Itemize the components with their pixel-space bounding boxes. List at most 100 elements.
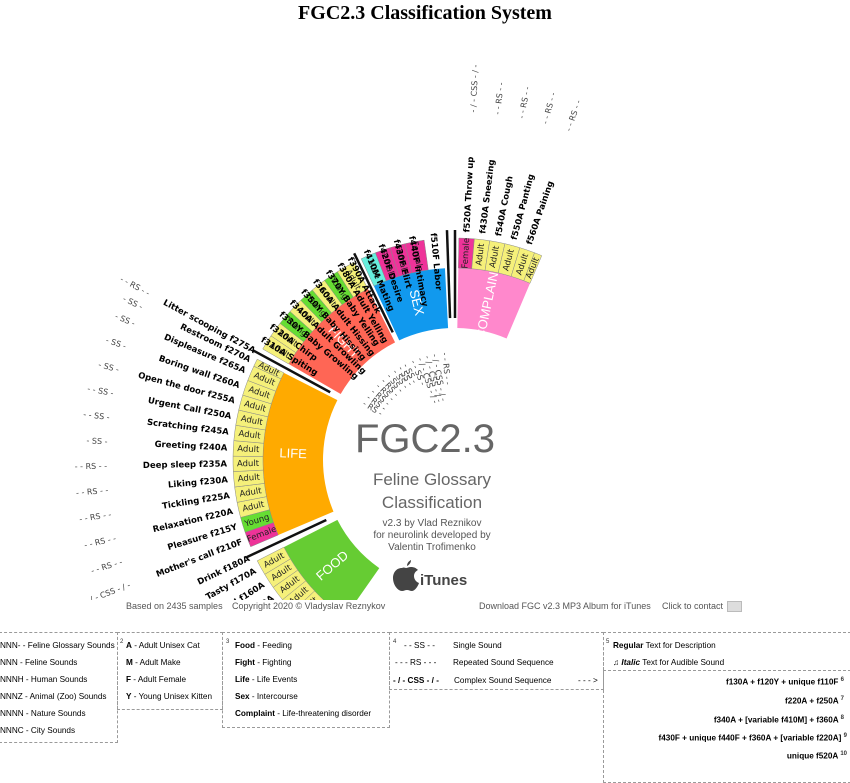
label-group-40: f560A Paining- - RS - - (525, 99, 583, 246)
legend-age-4: Y - Young Unisex Kitten (126, 692, 213, 701)
legend-age-2: M - Adult Make (126, 658, 181, 667)
legend-age-1: A - Adult Unisex Cat (126, 641, 200, 650)
legend-sound-4: NNNZ - Animal (Zoo) Sounds (0, 692, 107, 701)
band-label-13: Adult (237, 444, 260, 455)
legend-category-3: Life - Life Events (235, 675, 298, 684)
legend-sound-1: NNN- - Feline Glossary Sounds (0, 641, 115, 650)
center-version: v2.3 by Vlad Reznikov (383, 518, 482, 529)
center-block: FGC2.3 Feline Glossary Classification v2… (355, 417, 495, 591)
sound-type-12: - - RS - - (76, 486, 109, 498)
contact-label: Click to contact (662, 601, 724, 611)
band-label-14: Adult (238, 429, 262, 442)
page-title: FGC2.3 Classification System (298, 2, 552, 24)
center-line-1: Feline Glossary (373, 470, 492, 489)
sector-fight (288, 288, 396, 394)
sound-type-21: - - RS - - (119, 275, 152, 298)
legend-sound-3: NNNH - Human Sounds (0, 675, 88, 684)
divider-1 (252, 349, 331, 394)
legend-text-style-marker: 5 (606, 639, 610, 645)
legend-age-marker: 2 (120, 639, 124, 645)
center-title: FGC2.3 (355, 417, 495, 461)
center-line-2: Classification (382, 493, 482, 512)
sound-type-19: - SS - (114, 312, 137, 329)
samples-note: Based on 2435 samples (126, 601, 223, 611)
sound-type-35: - - RS - - (440, 352, 452, 385)
legend-sound-5: NNNN - Nature Sounds (0, 709, 86, 718)
sound-type-37: - - RS - - (493, 82, 506, 115)
contact-link[interactable]: Click to contact (662, 601, 743, 613)
legend-sound-type-1-key: - - SS - - (404, 641, 435, 650)
band-27 (337, 261, 369, 298)
legend-italic: ♫ Italic Text for Audible Sound (613, 658, 725, 667)
legend-arrow: - - - > (578, 676, 598, 685)
band-37 (523, 252, 543, 284)
center-dev-2: Valentin Trofimenko (388, 542, 476, 553)
band-label-12: Adult (237, 459, 260, 469)
copyright-note: Copyright 2020 © Vladyslav Reznykov (232, 601, 386, 611)
sound-type-9: - - RS - - (90, 557, 124, 575)
apple-logo-icon (393, 560, 419, 591)
legend-regular: Regular Text for Description (613, 641, 716, 650)
legend-sound-type-marker: 4 (393, 639, 397, 645)
sound-type-18: - SS - (105, 336, 128, 351)
legend-formula-1: f130A + f120Y + unique f110F 6 (725, 677, 844, 687)
legend-formula-5: unique f520A 10 (786, 751, 847, 761)
label-group-36: f520A Throw up - / - CSS - / - (462, 64, 480, 232)
divider-0 (246, 518, 327, 559)
legend-formula-4: f430F + unique f440F + f360A + [variable… (658, 733, 847, 743)
label-group-20: Restroom f270A- SS - (121, 294, 252, 365)
legend-sound-type-3-key: - / - CSS - / - (393, 676, 439, 685)
sound-type-20: - SS - (121, 294, 144, 311)
sector-life (262, 372, 338, 536)
legend-sound-6: NNNC - City Sounds (0, 726, 76, 735)
sound-type-8: - / - CSS - / - (84, 580, 132, 600)
sector-sex (373, 268, 449, 341)
legend-category-marker: 3 (226, 639, 230, 645)
band-label-10: Adult (239, 486, 263, 499)
legend-age-3: F - Adult Female (126, 675, 187, 684)
divider-2 (353, 252, 394, 333)
legend-box-formulas (603, 670, 850, 783)
sound-label-21: Litter scooping f275A (161, 298, 257, 356)
age-gender-bands: FemaleYoungAdultAdultAdultAdultAdultFema… (232, 238, 543, 600)
center-dev-1: for neurolink developed by (373, 530, 490, 541)
band-31 (404, 239, 429, 274)
sound-type-13: - - RS - - (75, 462, 108, 472)
band-6 (256, 546, 291, 575)
legend-category-2: Fight - Fighting (235, 658, 292, 667)
band-label-34: Adult (488, 244, 502, 268)
band-19 (253, 358, 285, 380)
music-note-icon: ♫ (613, 658, 620, 667)
band-label-15: Adult (240, 414, 264, 428)
legend-sound-type-1-val: Single Sound (453, 641, 502, 650)
sound-type-39: - - RS - - (541, 91, 558, 125)
legend-category-1: Food - Feeding (235, 641, 292, 650)
itunes-label: iTunes (420, 572, 467, 589)
legend: NNN- - Feline Glossary Sounds NNN - Feli… (0, 632, 850, 783)
mail-icon (727, 601, 743, 613)
legend-sound-2: NNN - Feline Sounds (0, 658, 78, 667)
sound-type-14: - SS - (86, 436, 108, 446)
sound-label-13: Deep sleep f235A (143, 459, 228, 470)
legend-sound-type-2-val: Repeated Sound Sequence (453, 658, 554, 667)
divider-3 (445, 230, 452, 319)
download-link[interactable]: Download FGC v2.3 MP3 Album for iTunes (479, 601, 651, 611)
sector-complaint (457, 268, 531, 339)
sound-type-40: - - RS - - (564, 99, 583, 133)
sound-type-10: - - RS - - (83, 534, 117, 550)
sound-type-11: - - RS - - (79, 510, 112, 524)
band-label-11: Adult (237, 473, 261, 485)
sound-type-38: - - RS - - (517, 86, 532, 120)
label-group-13: Deep sleep f235A - - RS - - (75, 459, 228, 472)
sound-type-17: - SS - (97, 360, 120, 374)
sound-label-15: Scratching f245A (146, 418, 229, 438)
legend-category-4: Sex - Intercourse (235, 692, 298, 701)
sound-type-15: - - SS - (83, 410, 110, 422)
sector-dividers (246, 230, 457, 559)
legend-category-5: Complaint - Life-threatening disorder (235, 709, 372, 718)
band-label-32: Female (461, 238, 473, 269)
legend-formula-3: f340A + [variable f410M] + f360A 8 (713, 715, 844, 725)
sound-label-12: Liking f230A (168, 475, 229, 490)
